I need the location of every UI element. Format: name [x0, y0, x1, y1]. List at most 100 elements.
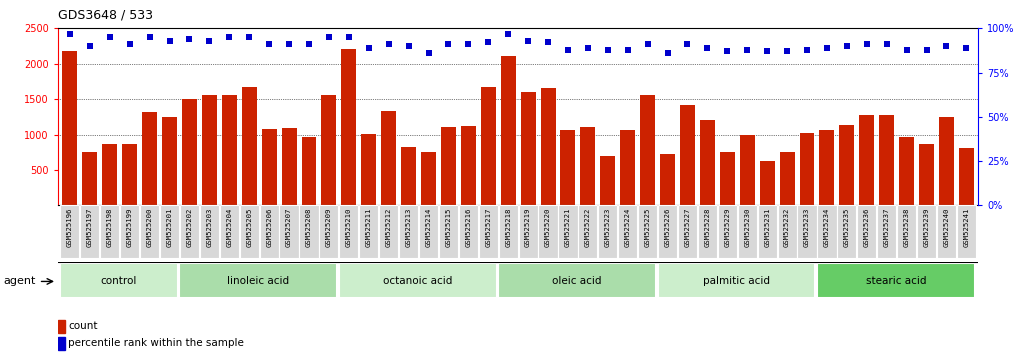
Text: stearic acid: stearic acid	[865, 275, 926, 286]
Text: GSM525205: GSM525205	[246, 208, 252, 247]
Bar	[739, 135, 755, 205]
Point	[480, 40, 496, 45]
FancyBboxPatch shape	[179, 263, 338, 298]
Point	[779, 48, 795, 54]
Point	[619, 47, 636, 52]
Point	[559, 47, 576, 52]
Text: GSM525208: GSM525208	[306, 208, 312, 247]
Bar	[103, 144, 117, 205]
Point	[281, 41, 297, 47]
Bar	[859, 115, 875, 205]
Bar	[680, 105, 695, 205]
Bar	[321, 95, 337, 205]
Text: GSM525219: GSM525219	[525, 208, 531, 247]
FancyBboxPatch shape	[399, 205, 418, 258]
Text: GSM525214: GSM525214	[425, 208, 431, 247]
Text: GSM525221: GSM525221	[565, 208, 571, 247]
Text: GSM525204: GSM525204	[227, 208, 232, 247]
Bar	[581, 127, 595, 205]
FancyBboxPatch shape	[479, 205, 498, 258]
Text: GSM525225: GSM525225	[645, 208, 651, 247]
Point	[201, 38, 218, 44]
Text: GSM525240: GSM525240	[944, 208, 950, 247]
Text: GSM525218: GSM525218	[505, 208, 512, 247]
Bar	[82, 152, 98, 205]
Point	[799, 47, 816, 52]
Point	[500, 31, 517, 36]
Point	[679, 41, 696, 47]
FancyBboxPatch shape	[439, 205, 458, 258]
Text: GSM525231: GSM525231	[764, 208, 770, 247]
Bar	[939, 117, 954, 205]
Bar	[342, 49, 356, 205]
FancyBboxPatch shape	[339, 263, 496, 298]
Text: GSM525198: GSM525198	[107, 208, 113, 247]
Bar	[919, 144, 934, 205]
Point	[221, 34, 237, 40]
FancyBboxPatch shape	[120, 205, 139, 258]
Text: GSM525232: GSM525232	[784, 208, 790, 247]
FancyBboxPatch shape	[598, 205, 617, 258]
Text: GSM525222: GSM525222	[585, 208, 591, 247]
Point	[162, 38, 178, 44]
Point	[520, 38, 536, 44]
Bar	[182, 99, 197, 205]
Bar	[959, 148, 974, 205]
Bar	[660, 154, 675, 205]
FancyBboxPatch shape	[101, 205, 119, 258]
FancyBboxPatch shape	[698, 205, 717, 258]
FancyBboxPatch shape	[737, 205, 757, 258]
Bar	[58, 337, 65, 350]
FancyBboxPatch shape	[220, 205, 239, 258]
Bar	[700, 120, 715, 205]
FancyBboxPatch shape	[280, 205, 299, 258]
Text: GSM525207: GSM525207	[286, 208, 292, 247]
Text: GSM525223: GSM525223	[605, 208, 611, 247]
Point	[361, 45, 377, 51]
Point	[261, 41, 278, 47]
Point	[401, 43, 417, 49]
Point	[759, 48, 775, 54]
Text: count: count	[68, 321, 98, 331]
Point	[819, 45, 835, 51]
Point	[540, 40, 556, 45]
Text: GSM525200: GSM525200	[146, 208, 153, 247]
Text: GDS3648 / 533: GDS3648 / 533	[58, 9, 153, 22]
FancyBboxPatch shape	[678, 205, 697, 258]
FancyBboxPatch shape	[957, 205, 976, 258]
Point	[241, 34, 257, 40]
FancyBboxPatch shape	[498, 205, 518, 258]
FancyBboxPatch shape	[579, 205, 597, 258]
Bar	[600, 156, 615, 205]
Text: GSM525206: GSM525206	[266, 208, 273, 247]
Text: linoleic acid: linoleic acid	[228, 275, 290, 286]
FancyBboxPatch shape	[319, 205, 339, 258]
FancyBboxPatch shape	[618, 205, 638, 258]
Text: GSM525202: GSM525202	[186, 208, 192, 247]
Point	[958, 45, 974, 51]
Point	[640, 41, 656, 47]
Bar	[780, 152, 794, 205]
Point	[659, 50, 675, 56]
Text: GSM525236: GSM525236	[863, 208, 870, 247]
Point	[341, 34, 357, 40]
FancyBboxPatch shape	[259, 205, 279, 258]
Point	[440, 41, 457, 47]
FancyBboxPatch shape	[937, 205, 956, 258]
Bar	[899, 137, 914, 205]
FancyBboxPatch shape	[877, 205, 896, 258]
FancyBboxPatch shape	[240, 205, 258, 258]
FancyBboxPatch shape	[498, 263, 656, 298]
Point	[320, 34, 337, 40]
Point	[719, 48, 735, 54]
FancyBboxPatch shape	[758, 205, 777, 258]
Text: GSM525227: GSM525227	[684, 208, 691, 247]
Point	[81, 43, 98, 49]
Bar	[720, 152, 735, 205]
Bar	[820, 130, 834, 205]
Bar	[441, 127, 456, 205]
Bar	[261, 129, 277, 205]
Text: GSM525197: GSM525197	[86, 208, 93, 247]
FancyBboxPatch shape	[917, 205, 936, 258]
FancyBboxPatch shape	[359, 205, 378, 258]
